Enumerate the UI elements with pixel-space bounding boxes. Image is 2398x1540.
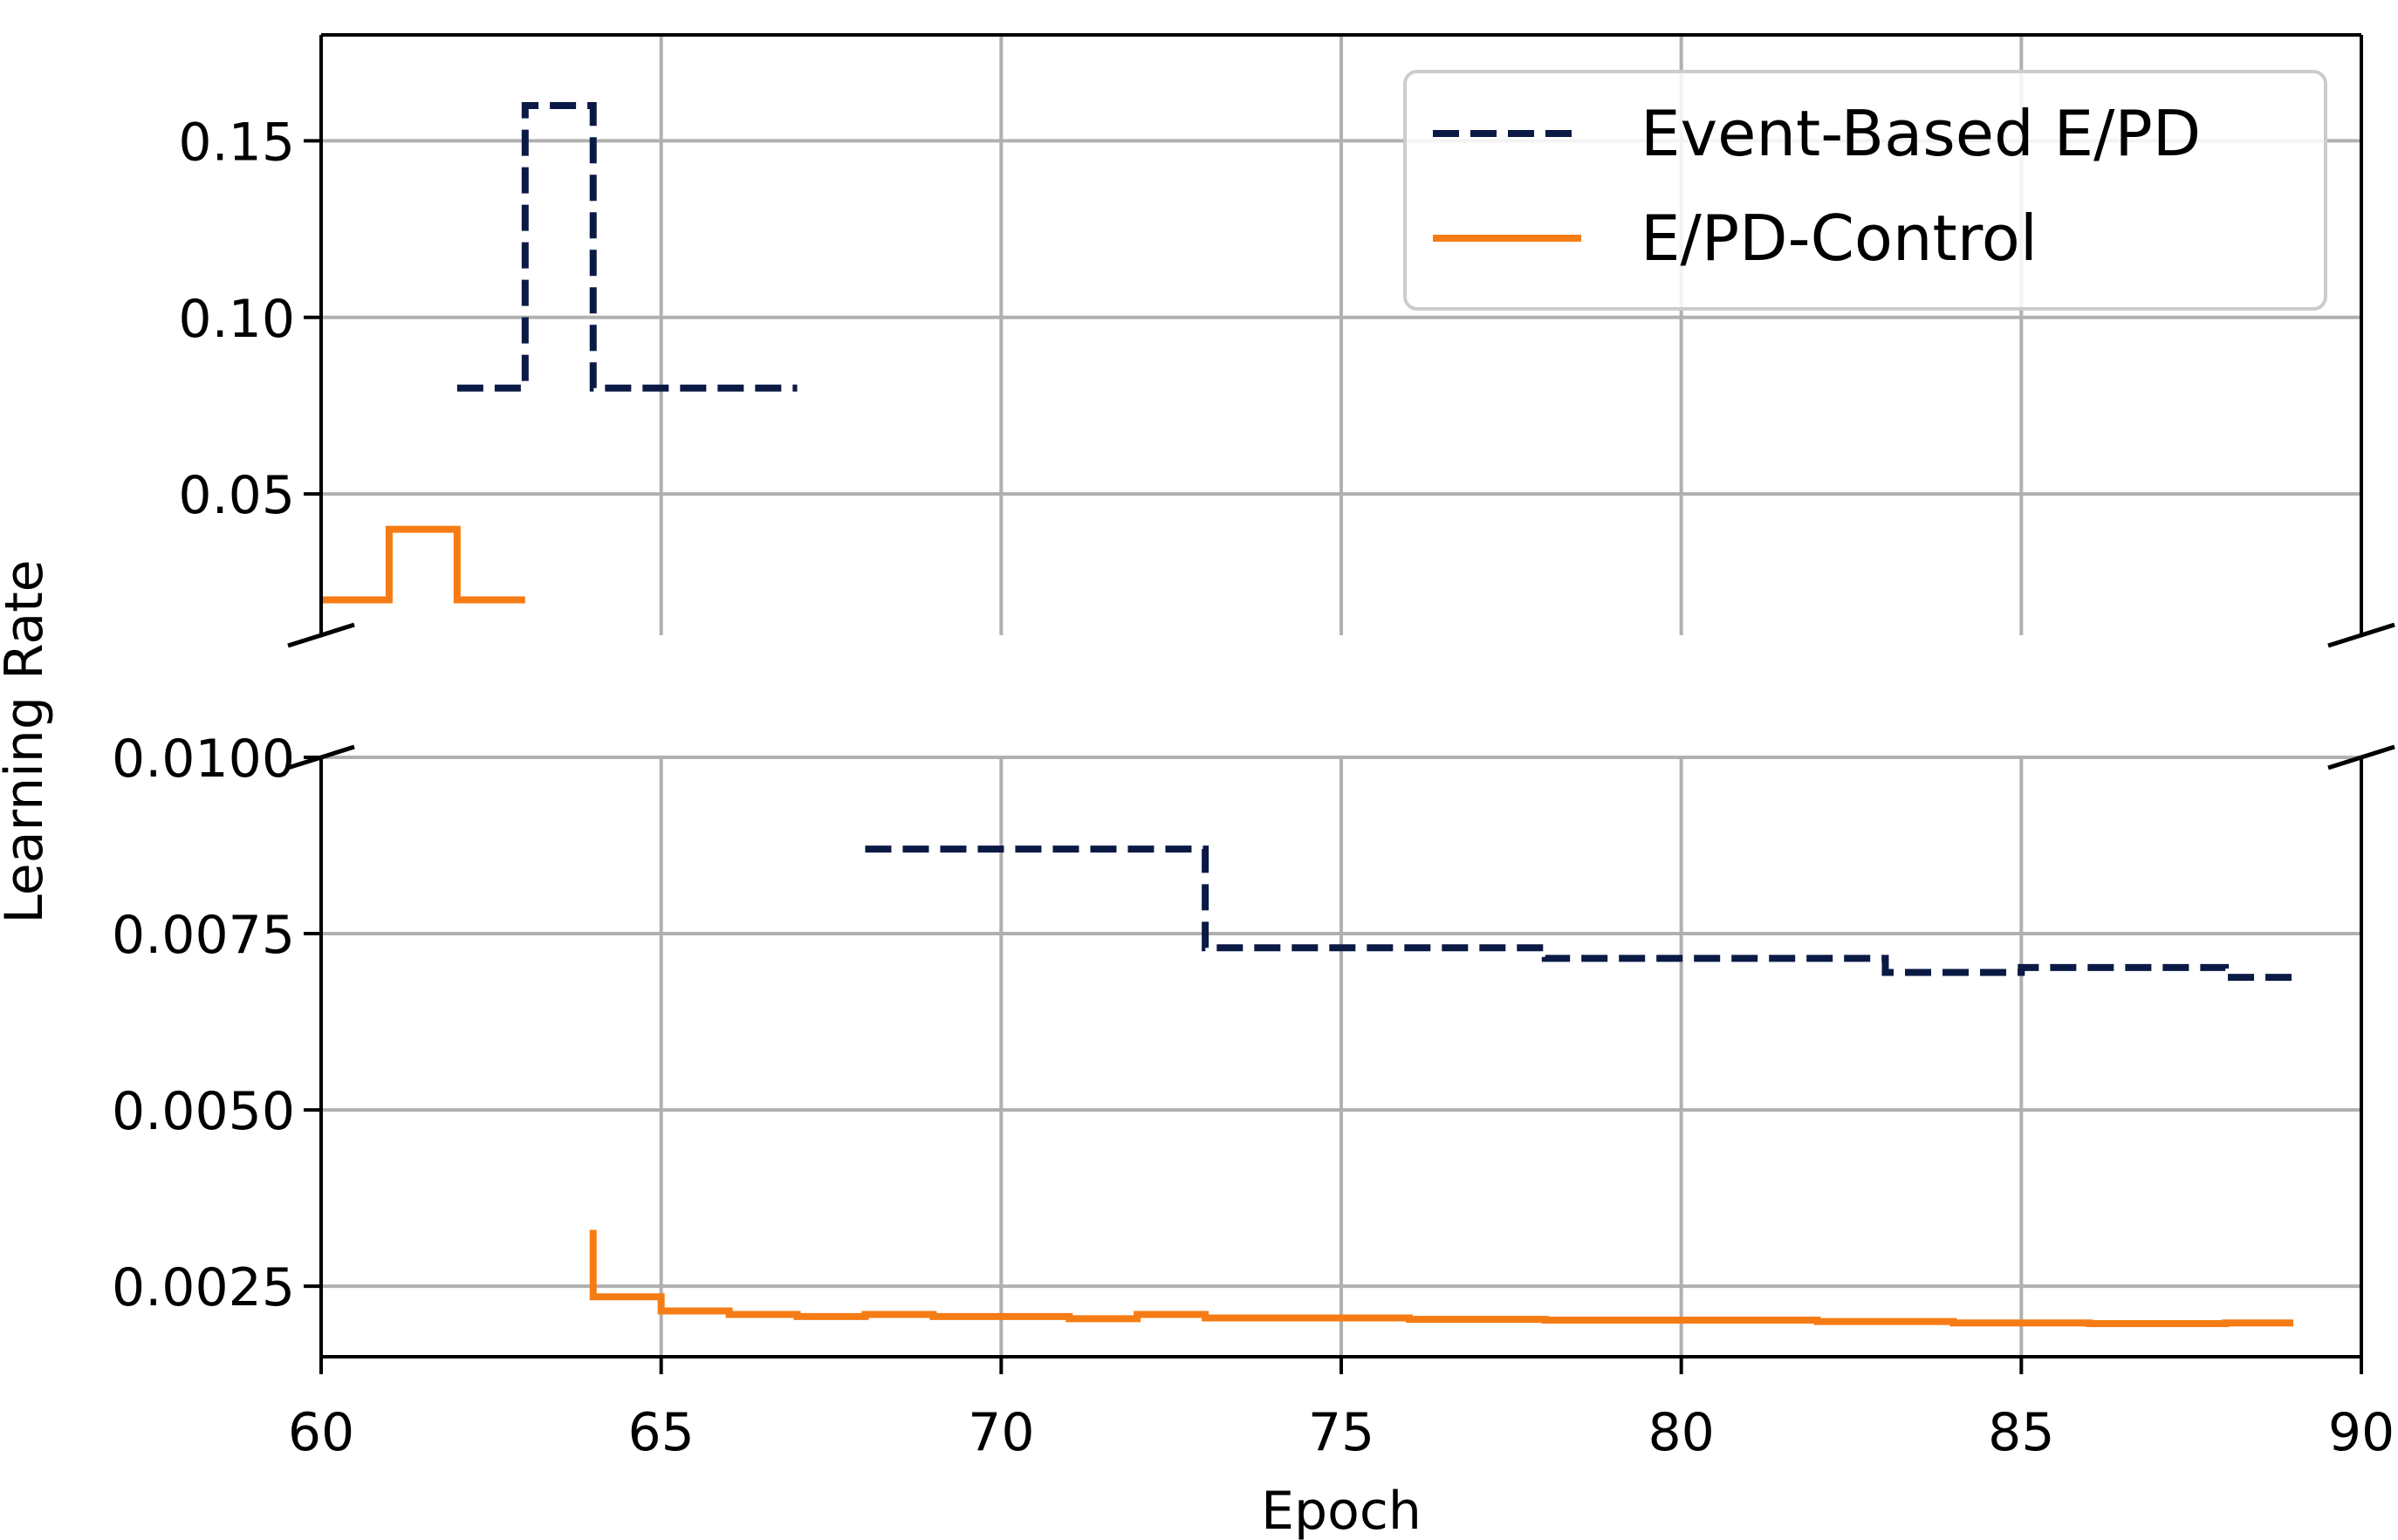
axis-break-mark — [2327, 744, 2395, 770]
y-tick-label: 0.10 — [178, 289, 295, 350]
legend-box — [1403, 70, 2327, 311]
series-line-0 — [865, 845, 2294, 982]
y-tick-label: 0.05 — [178, 465, 295, 526]
x-tick-label: 90 — [2328, 1402, 2395, 1463]
legend: Event-Based E/PD E/PD-Control — [1403, 70, 2327, 311]
y-axis-label: Learning Rate — [0, 559, 55, 923]
y-tick-label: 0.0075 — [112, 905, 295, 966]
series-line-1 — [321, 525, 525, 604]
series-line-1 — [589, 1229, 2294, 1328]
y-tick-label: 0.15 — [178, 112, 295, 173]
x-tick-label: 85 — [1988, 1402, 2054, 1463]
y-tick-label: 0.0050 — [112, 1081, 295, 1142]
tick-labels: 60 65 70 75 80 85 90 0.05 0.10 0.15 0.0025 0.0050 0.… — [112, 112, 2395, 1463]
x-axis-label: Epoch — [1261, 1481, 1422, 1540]
series-layer — [321, 101, 2294, 1328]
axis-break-mark — [2327, 622, 2395, 648]
x-tick-label: 65 — [627, 1402, 694, 1463]
y-tick-label: 0.0100 — [112, 729, 295, 790]
legend-label-event-based: Event-Based E/PD — [1641, 97, 2201, 170]
x-tick-label: 75 — [1308, 1402, 1374, 1463]
axis-break-mark — [287, 744, 355, 770]
x-tick-label: 60 — [288, 1402, 354, 1463]
legend-label-epd-control: E/PD-Control — [1641, 202, 2038, 275]
series-line-0 — [456, 101, 798, 392]
x-tick-label: 80 — [1648, 1402, 1714, 1463]
y-tick-label: 0.0025 — [112, 1257, 295, 1318]
axes — [287, 33, 2395, 1374]
x-tick-label: 70 — [968, 1402, 1034, 1463]
axis-break-mark — [287, 622, 355, 648]
